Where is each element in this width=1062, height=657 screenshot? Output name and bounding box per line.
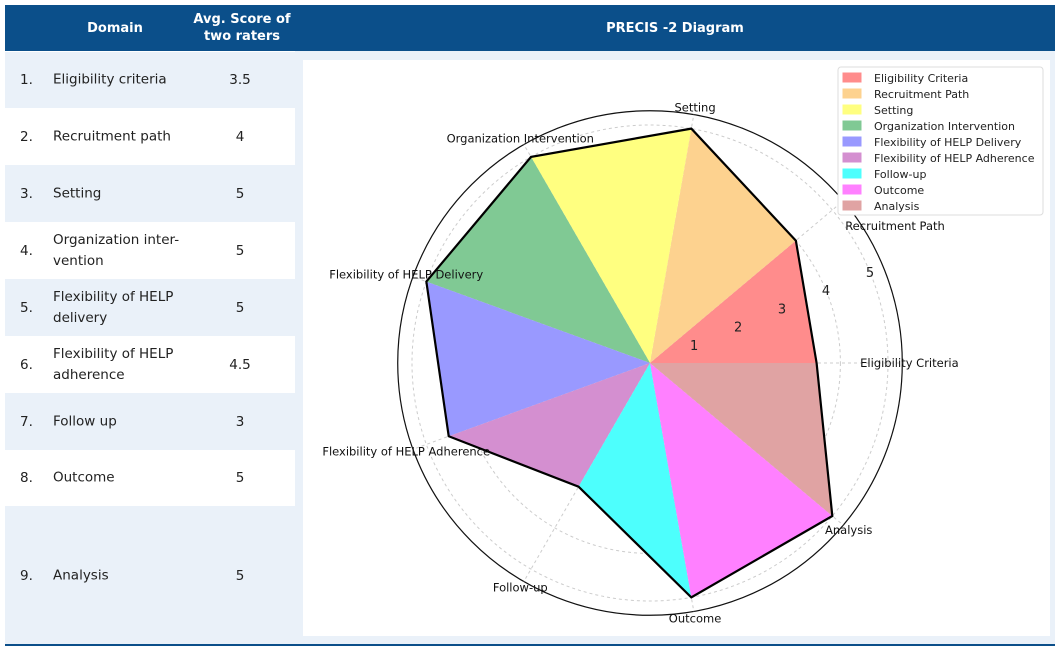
- row-number: 6.: [20, 356, 33, 373]
- radar-sector: [650, 363, 833, 598]
- table-bottom-border: [5, 644, 1055, 646]
- legend-label: Flexibility of HELP Adherence: [874, 152, 1035, 165]
- row-score: 5: [235, 185, 245, 202]
- row-score: 5: [235, 470, 245, 486]
- category-label: Flexibility of HELP Adherence: [322, 445, 490, 459]
- row-score: 3: [235, 413, 245, 430]
- category-label: Setting: [674, 101, 715, 115]
- legend-swatch: [842, 152, 862, 163]
- legend-label: Organization Intervention: [874, 120, 1015, 133]
- radial-tick-label: 5: [866, 266, 874, 281]
- table-row: 8. Outcome 5: [5, 450, 295, 506]
- radar-sector: [578, 363, 692, 598]
- legend-swatch: [842, 184, 862, 195]
- radar-sector: [426, 281, 650, 437]
- radial-tick-label: 3: [778, 302, 786, 317]
- table-row: 4. Organization inter-vention 5: [5, 222, 295, 279]
- legend-swatch: [842, 200, 862, 211]
- header-score: Avg. Score of two raters: [193, 12, 291, 44]
- legend: Eligibility Criteria Recruitment Path Sett…: [837, 66, 1044, 216]
- row-score: 5: [235, 567, 245, 584]
- row-score: 5: [235, 299, 245, 316]
- table-row: 7. Follow up 3: [5, 393, 295, 450]
- radar-sector: [531, 128, 692, 363]
- row-domain: Eligibility criteria: [53, 71, 167, 88]
- legend-label: Recruitment Path: [874, 88, 969, 101]
- row-score: 5: [235, 242, 245, 259]
- header-diagram: PRECIS -2 Diagram: [606, 21, 744, 36]
- legend-label: Setting: [874, 104, 913, 117]
- row-score: 4: [235, 128, 245, 145]
- row-score: 3.5: [229, 72, 251, 88]
- radar-sector: [650, 128, 796, 363]
- row-number: 5.: [20, 299, 33, 316]
- legend-swatch: [842, 120, 862, 131]
- table-row: 3. Setting 5: [5, 165, 295, 222]
- category-label: Organization Intervention: [447, 131, 594, 145]
- row-number: 8.: [20, 470, 33, 486]
- radar-sector: [650, 363, 833, 516]
- header-domain: Domain: [87, 21, 143, 36]
- table-row: 6. Flexibility of HELP adherence 4.5: [5, 336, 295, 393]
- legend-swatch: [842, 104, 862, 115]
- row-number: 4.: [20, 242, 33, 259]
- radar-sector: [650, 240, 817, 363]
- radar-chart: 1 2 3 4 5 Eligibility Criteria Recruitment Pat…: [322, 66, 1044, 625]
- row-number: 9.: [20, 567, 33, 584]
- table-row: 9. Analysis 5: [5, 506, 295, 645]
- category-label: Flexibility of HELP Delivery: [329, 267, 483, 281]
- row-domain: Flexibility of HELP delivery: [53, 288, 174, 326]
- grid-circle: [411, 124, 889, 602]
- row-domain: Outcome: [53, 469, 115, 486]
- radar-sector: [426, 156, 650, 363]
- row-score: 4.5: [229, 356, 251, 373]
- table-row: 5. Flexibility of HELP delivery 5: [5, 279, 295, 336]
- category-label: Eligibility Criteria: [860, 356, 959, 370]
- category-label: Follow-up: [493, 581, 548, 595]
- legend-label: Follow-up: [874, 168, 926, 181]
- radial-tick-label: 2: [734, 321, 742, 336]
- legend-swatch: [842, 88, 862, 99]
- legend-label: Outcome: [874, 184, 924, 197]
- row-number: 1.: [20, 72, 33, 88]
- category-label: Outcome: [669, 611, 722, 625]
- legend-label: Flexibility of HELP Delivery: [874, 136, 1022, 149]
- row-number: 3.: [20, 185, 33, 202]
- row-domain: Organization inter-vention: [53, 231, 180, 269]
- legend-box: [837, 66, 1044, 216]
- legend-swatch: [842, 168, 862, 179]
- legend-swatch: [842, 72, 862, 83]
- row-domain: Follow up: [53, 413, 117, 429]
- table-row: 2. Recruitment path 4: [5, 108, 295, 165]
- row-number: 7.: [20, 413, 33, 430]
- row-number: 2.: [20, 128, 33, 145]
- chart-panel: 1 2 3 4 5 Eligibility Criteria Recruitment Pat…: [303, 60, 1050, 636]
- row-domain: Setting: [53, 185, 102, 201]
- radial-tick-label: 1: [690, 339, 698, 354]
- category-label: Recruitment Path: [845, 219, 945, 233]
- legend-label: Eligibility Criteria: [874, 72, 968, 85]
- table-header: Domain Avg. Score of two raters PRECIS -…: [5, 5, 1055, 51]
- category-label: Analysis: [825, 523, 872, 537]
- table-row: 1. Eligibility criteria 3.5: [5, 52, 295, 108]
- row-domain: Analysis: [53, 567, 109, 583]
- radial-tick-label: 4: [822, 284, 830, 299]
- legend-label: Analysis: [874, 200, 920, 213]
- radar-outline: [425, 127, 834, 599]
- legend-swatch: [842, 136, 862, 147]
- row-domain: Flexibility of HELP adherence: [53, 345, 174, 383]
- row-domain: Recruitment path: [53, 128, 171, 144]
